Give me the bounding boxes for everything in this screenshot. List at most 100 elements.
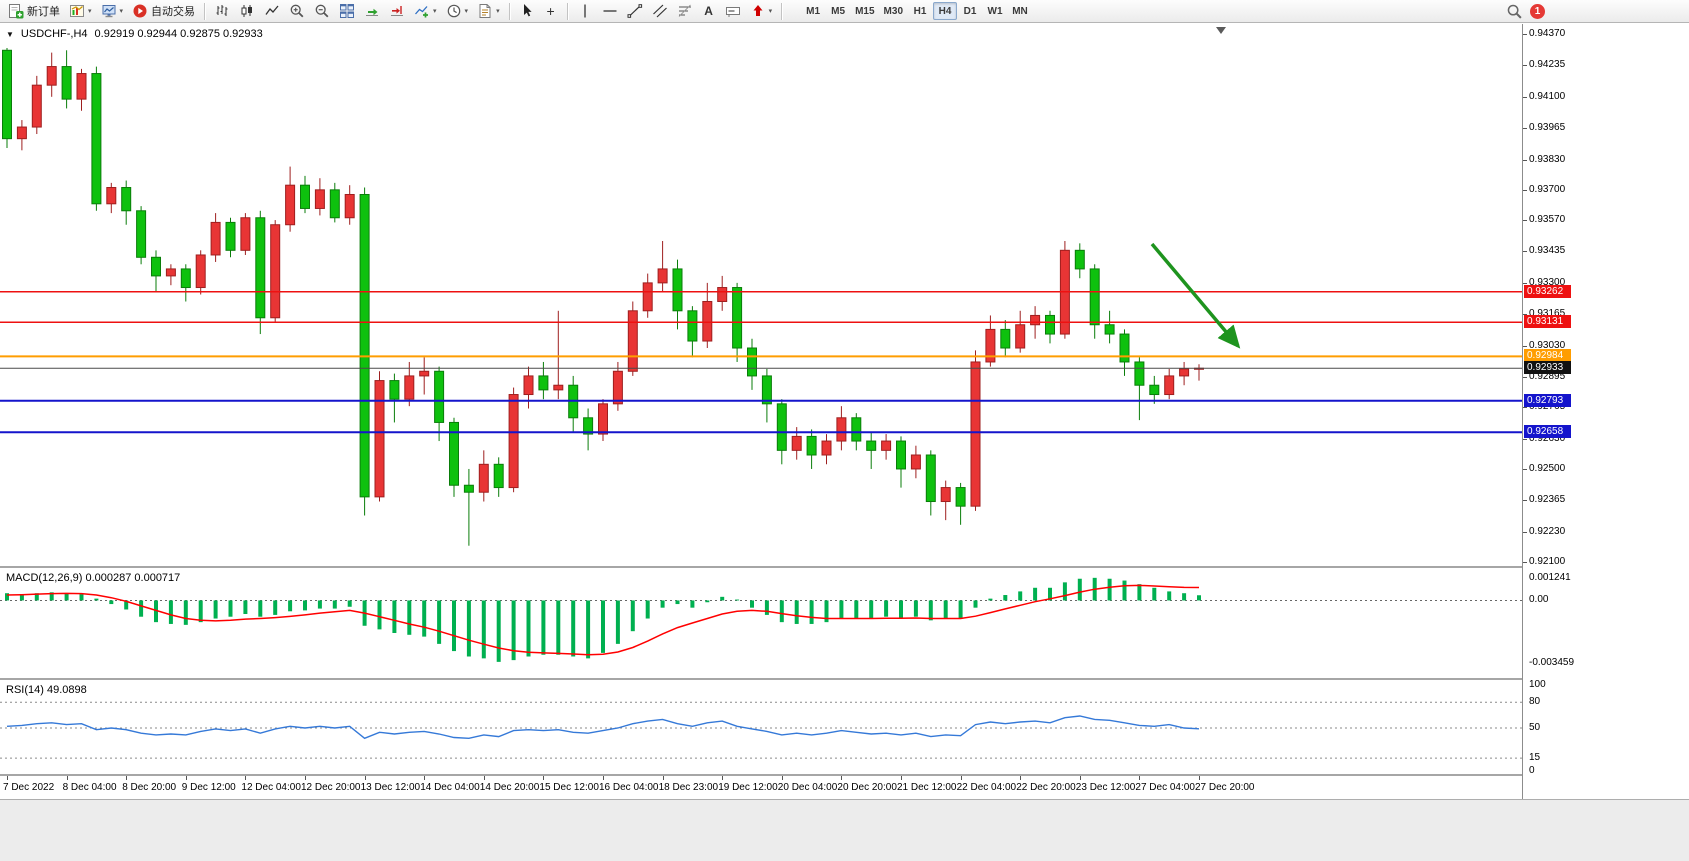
indicators-button[interactable]: ▾ (410, 1, 441, 21)
trend-arrow-annotation[interactable] (1150, 242, 1241, 349)
time-axis-label: 22 Dec 20:00 (1016, 782, 1076, 793)
window-bottom-area (0, 799, 1689, 861)
price-marker-0.92658: 0.92658 (1524, 425, 1571, 439)
text-tool-button[interactable]: A (698, 1, 720, 21)
time-axis-label: 9 Dec 12:00 (181, 782, 236, 793)
timeframe-button-m30[interactable]: M30 (883, 5, 903, 17)
price-tick-mark (1523, 34, 1527, 35)
candle-body (31, 84, 42, 128)
trendline-tool-button[interactable] (623, 1, 647, 21)
candle-body (1015, 324, 1026, 349)
chart-plot[interactable] (0, 24, 1522, 799)
bar-chart-mode-button[interactable] (210, 1, 234, 21)
text-label-tool-button[interactable] (721, 1, 745, 21)
time-axis-label: 13 Dec 12:00 (360, 782, 421, 793)
time-tick-mark (1139, 776, 1141, 780)
tile-windows-icon (340, 4, 355, 18)
timeframe-button-m15[interactable]: M15 (855, 5, 875, 17)
autotrading-button[interactable]: 自动交易 (128, 1, 199, 21)
timeframe-button-m5[interactable]: M5 (831, 5, 846, 17)
time-tick-mark (245, 776, 247, 780)
price-tick-mark (1523, 65, 1527, 67)
time-tick-mark (364, 776, 366, 780)
bar-chart-icon (216, 5, 228, 16)
auto-scroll-button[interactable] (360, 1, 384, 21)
price-tick-mark (1523, 407, 1527, 409)
price-axis[interactable]: 0.94370 0.94235 0.94100 0.93965 0.93830 0.937… (1522, 24, 1689, 799)
zoom-out-button[interactable] (310, 1, 334, 21)
candle-body (76, 73, 87, 100)
timeframe-button-h1[interactable]: H1 (913, 5, 927, 17)
timeframe-button-m1[interactable]: M1 (806, 5, 821, 17)
arrows-tool-button[interactable]: ▾ (746, 1, 777, 21)
candle-body (538, 375, 549, 391)
new-order-button[interactable]: 新订单 (4, 1, 64, 21)
new-chart-button[interactable]: ▾ (65, 1, 96, 21)
chart-shift-button[interactable] (385, 1, 409, 21)
candle-body (1119, 333, 1130, 363)
time-axis-label: 8 Dec 20:00 (122, 782, 177, 793)
candle-body (806, 435, 817, 456)
timeframe-button-h4[interactable]: H4 (933, 2, 957, 20)
candle-body (791, 435, 802, 451)
rsi-line (6, 715, 1200, 740)
price-tick-label: 0.94235 (1529, 59, 1566, 71)
zoom-in-button[interactable] (285, 1, 309, 21)
chart-shift-marker[interactable] (1216, 27, 1226, 34)
candle-body (702, 300, 713, 342)
crosshair-tool-button[interactable]: + (540, 1, 562, 21)
periods-button[interactable]: ▾ (442, 1, 473, 21)
candle-body (1000, 328, 1011, 349)
candlestick-mode-button[interactable] (235, 1, 259, 21)
cursor-tool-button[interactable] (515, 1, 539, 21)
time-axis-label: 20 Dec 20:00 (837, 782, 897, 793)
price-tick-label: 0.93300 (1529, 276, 1566, 288)
macd-axis-label: 0.001241 (1529, 572, 1571, 583)
toolbar: 新订单 ▾ ▾ 自动交易 (0, 0, 1689, 23)
one-click-trading-collapse-icon[interactable]: ▼ (6, 29, 14, 39)
panel-separator[interactable] (0, 566, 1689, 568)
price-marker-0.92984: 0.92984 (1524, 349, 1571, 363)
time-tick-mark (722, 776, 724, 780)
vertical-line-tool-button[interactable] (573, 1, 597, 21)
candle-body (91, 73, 102, 205)
notification-badge[interactable]: 1 (1530, 4, 1545, 19)
candle-body (374, 380, 385, 498)
time-axis[interactable]: 7 Dec 2022 8 Dec 04:00 8 Dec 20:00 9 Dec 12… (0, 776, 1522, 799)
indicators-icon (415, 6, 429, 18)
time-axis-label: 12 Dec 20:00 (301, 782, 361, 793)
tile-windows-button[interactable] (335, 1, 359, 21)
fibonacci-tool-button[interactable] (673, 1, 697, 21)
line-chart-mode-button[interactable] (260, 1, 284, 21)
timeframe-button-w1[interactable]: W1 (987, 5, 1003, 17)
rsi-axis-label: 100 (1529, 679, 1546, 690)
search-icon[interactable] (1506, 3, 1523, 20)
candle-body (314, 189, 325, 209)
toolbar-right: 1 (1506, 0, 1545, 23)
panel-separator[interactable] (0, 774, 1689, 776)
macd-axis-label: -0.003459 (1529, 657, 1575, 668)
candle-body (121, 187, 132, 212)
time-tick-mark (185, 776, 187, 780)
timeframe-button-d1[interactable]: D1 (963, 5, 977, 17)
time-axis-label: 23 Dec 12:00 (1075, 782, 1136, 793)
fibonacci-icon (678, 4, 691, 17)
autotrading-label: 自动交易 (151, 6, 196, 18)
time-tick-mark (960, 776, 962, 780)
rsi-indicator-label: RSI(14) 49.0898 (6, 684, 87, 696)
time-tick-mark (543, 776, 545, 780)
profiles-button[interactable]: ▾ (97, 1, 128, 21)
templates-button[interactable]: ▾ (473, 1, 504, 21)
panel-separator[interactable] (0, 678, 1689, 680)
candle-body (1104, 324, 1115, 335)
candle-body (1164, 375, 1175, 396)
channel-tool-button[interactable] (648, 1, 672, 21)
zoom-out-icon (315, 4, 329, 18)
price-tick-mark (1523, 562, 1527, 563)
price-tick-mark (1523, 159, 1527, 161)
price-tick-label: 0.92500 (1529, 462, 1566, 474)
price-tick-label: 0.93830 (1529, 153, 1566, 165)
candle-body (61, 66, 72, 100)
timeframe-button-mn[interactable]: MN (1012, 5, 1028, 17)
horizontal-line-tool-button[interactable] (598, 1, 622, 21)
